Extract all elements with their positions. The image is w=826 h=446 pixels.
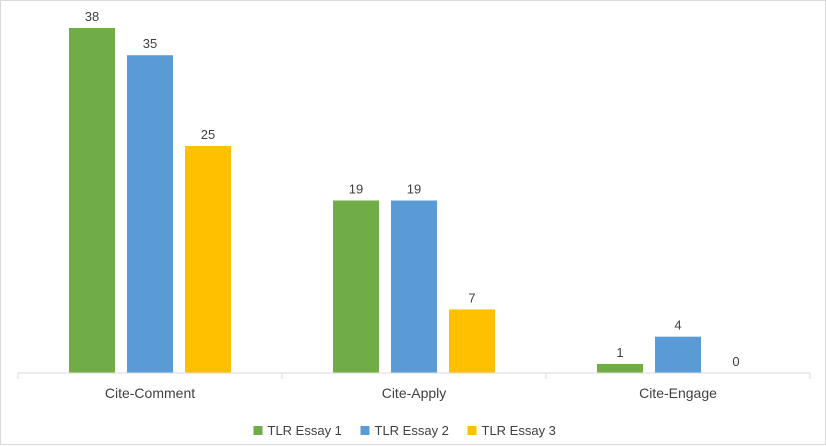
legend-label: TLR Essay 2 xyxy=(375,423,449,438)
data-label: 4 xyxy=(674,318,681,333)
legend-swatch xyxy=(253,426,263,435)
legend-swatch xyxy=(360,426,370,435)
x-tick-label: Cite-Apply xyxy=(382,385,447,401)
x-tick-label: Cite-Engage xyxy=(639,385,717,401)
legend: TLR Essay 1 TLR Essay 2 TLR Essay 3 xyxy=(253,423,556,438)
bar-cite-engage-series-1 xyxy=(597,363,643,373)
data-label: 7 xyxy=(468,290,475,305)
x-tick-label: Cite-Comment xyxy=(105,385,195,401)
bar-cite-comment-series-2 xyxy=(127,55,173,373)
x-axis: Cite-Comment Cite-Apply Cite-Engage xyxy=(17,372,811,401)
bar-cite-comment-series-3 xyxy=(185,146,231,373)
data-label: 35 xyxy=(143,36,157,51)
data-labels-layer: 38 35 25 19 19 7 1 4 0 xyxy=(85,9,740,369)
bars-layer xyxy=(69,28,701,373)
legend-label: TLR Essay 3 xyxy=(482,423,556,438)
data-label: 1 xyxy=(616,345,623,360)
data-label: 19 xyxy=(349,182,363,197)
bar-cite-apply-series-1 xyxy=(333,200,379,373)
bar-cite-apply-series-2 xyxy=(391,200,437,373)
data-label: 38 xyxy=(85,9,99,24)
bar-cite-engage-series-2 xyxy=(655,336,701,373)
bar-cite-comment-series-1 xyxy=(69,28,115,373)
bar-cite-apply-series-3 xyxy=(449,309,495,373)
data-label: 25 xyxy=(201,127,215,142)
data-label: 19 xyxy=(407,182,421,197)
legend-label: TLR Essay 1 xyxy=(268,423,342,438)
data-label: 0 xyxy=(732,354,739,369)
legend-swatch xyxy=(467,426,477,435)
